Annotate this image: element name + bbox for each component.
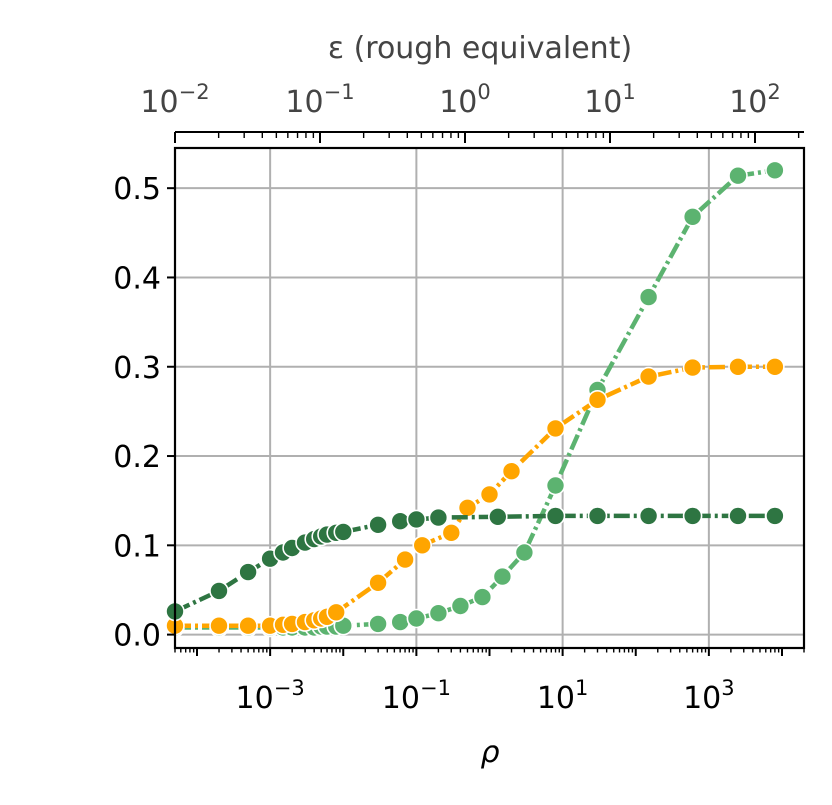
top-tick-label: 10−1: [285, 80, 354, 120]
y-tick-label: 0.4: [113, 261, 161, 296]
data-point: [390, 612, 411, 632]
top-axis: 10−2 10−1 100 101 102: [140, 80, 804, 143]
y-tick-label: 0.2: [113, 440, 161, 475]
data-point: [728, 165, 748, 186]
data-point: [395, 549, 415, 570]
x-tick-label: 10−3: [236, 676, 305, 716]
data-point: [638, 287, 659, 307]
x-tick-label: 101: [537, 676, 589, 716]
data-point: [326, 602, 347, 623]
x-tick-label-base: 10: [537, 681, 575, 716]
x-tick-label-exponent: 3: [721, 676, 734, 700]
x-tick-label-exponent: −1: [420, 676, 451, 700]
grid: [175, 148, 804, 648]
data-point: [457, 497, 478, 518]
data-point: [765, 356, 785, 377]
data-point: [368, 572, 388, 593]
data-point: [238, 615, 258, 636]
top-tick-label-base: 10: [140, 85, 178, 120]
y-tick-label: 0.0: [113, 619, 161, 654]
x-tick-label-base: 10: [382, 681, 420, 716]
data-point: [501, 461, 522, 482]
data-point: [638, 366, 659, 387]
top-tick-label: 101: [584, 80, 636, 120]
x-tick-label: 10−1: [382, 676, 451, 716]
top-tick-label: 102: [729, 80, 781, 120]
data-point: [428, 507, 449, 528]
x-tick-label-exponent: −3: [274, 676, 305, 700]
top-tick-label-exponent: −2: [179, 80, 210, 104]
top-tick-label-exponent: −1: [324, 80, 355, 104]
data-point: [638, 506, 659, 526]
data-point: [765, 506, 785, 526]
data-point: [545, 475, 566, 496]
y-tick-label: 0.5: [113, 172, 161, 207]
top-tick-label: 100: [439, 80, 491, 120]
data-point: [428, 603, 449, 624]
data-point: [487, 506, 508, 527]
top-tick-label-exponent: 2: [767, 80, 780, 104]
data-point: [450, 596, 471, 616]
data-point: [209, 615, 229, 636]
top-tick-label-exponent: 0: [477, 80, 490, 104]
x-tick-label-base: 10: [236, 681, 274, 716]
data-point: [587, 506, 608, 526]
x-tick-label: 103: [683, 676, 735, 716]
top-tick-label-base: 10: [584, 85, 622, 120]
data-point: [209, 581, 229, 601]
data-point: [333, 522, 354, 542]
data-point: [492, 566, 513, 587]
top-tick-label-base: 10: [729, 85, 767, 120]
x-tick-label-base: 10: [683, 681, 721, 716]
top-tick-label-base: 10: [285, 85, 323, 120]
data-point: [682, 506, 703, 526]
data-point: [545, 418, 566, 439]
x-tick-label-exponent: 1: [575, 676, 588, 700]
y-tick-label: 0.1: [113, 529, 161, 564]
x-axis: 10−3 10−1 101 103: [174, 648, 805, 716]
series-group: [165, 160, 785, 638]
top-tick-label: 10−2: [140, 80, 209, 120]
data-point: [514, 542, 535, 563]
y-tick-label: 0.3: [113, 351, 161, 386]
top-tick-label-base: 10: [439, 85, 477, 120]
data-point: [238, 562, 258, 582]
data-point: [368, 614, 388, 634]
data-point: [682, 357, 703, 378]
data-point: [682, 207, 703, 227]
data-point: [545, 506, 566, 526]
data-point: [479, 484, 500, 505]
data-point: [406, 608, 427, 629]
x-axis-label: ρ: [480, 735, 499, 770]
data-point: [368, 514, 388, 535]
data-point: [412, 535, 433, 556]
data-point: [728, 506, 748, 526]
data-point: [472, 587, 493, 607]
y-axis: 0.0 0.1 0.2 0.3 0.4 0.5: [113, 172, 175, 654]
data-point: [390, 511, 411, 532]
data-point: [441, 522, 462, 543]
data-point: [587, 389, 608, 410]
data-point: [406, 509, 427, 530]
top-tick-label-exponent: 1: [622, 80, 635, 104]
top-axis-label: ε (rough equivalent): [328, 31, 632, 66]
data-point: [765, 160, 785, 181]
data-point: [728, 356, 748, 377]
